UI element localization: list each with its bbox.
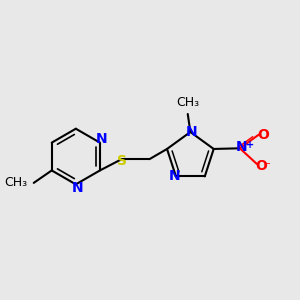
Text: O: O: [255, 159, 267, 173]
Text: N: N: [186, 125, 198, 139]
Text: N: N: [169, 169, 180, 183]
Text: +: +: [246, 140, 254, 150]
Text: N: N: [96, 132, 107, 146]
Text: ⁻: ⁻: [264, 161, 270, 171]
Text: S: S: [117, 154, 127, 168]
Text: N: N: [72, 181, 83, 195]
Text: CH₃: CH₃: [5, 176, 28, 189]
Text: CH₃: CH₃: [176, 96, 199, 109]
Text: N: N: [236, 140, 247, 154]
Text: O: O: [257, 128, 269, 142]
